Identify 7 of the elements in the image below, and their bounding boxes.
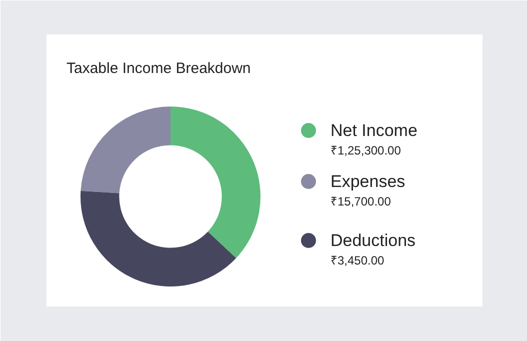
legend-label: Expenses xyxy=(330,172,406,191)
text: ₹15,700.00 xyxy=(330,194,392,208)
legend-label: Deductions xyxy=(330,231,416,250)
chart-title: Taxable Income Breakdown xyxy=(66,60,251,77)
legend-label: Net Income xyxy=(330,121,418,140)
text: ₹1,25,300.00 xyxy=(330,144,402,158)
text: ₹3,450.00 xyxy=(330,254,385,268)
